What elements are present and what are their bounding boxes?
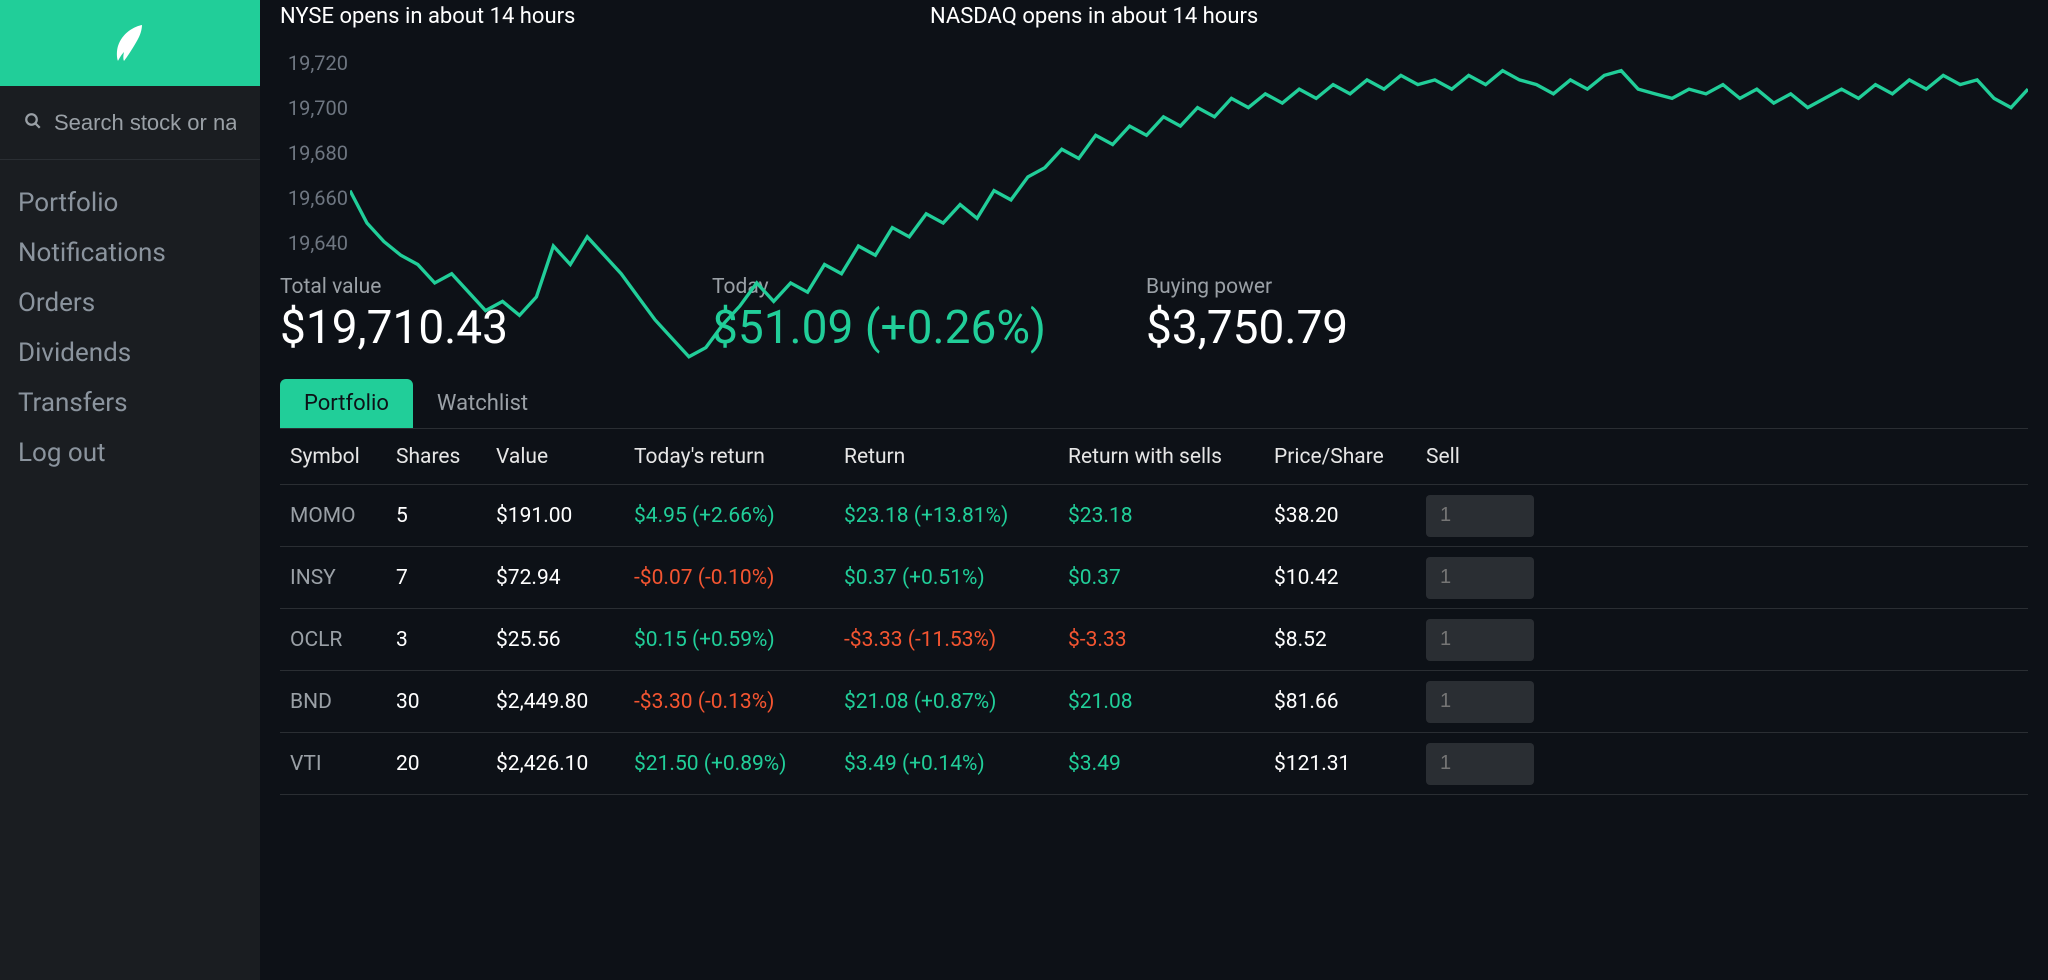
ytick: 19,680 xyxy=(280,141,348,165)
cell-sell xyxy=(1426,557,1546,599)
cell-today-return: -$0.07 (-0.10%) xyxy=(634,566,844,590)
th-return-with-sells[interactable]: Return with sells xyxy=(1068,445,1274,469)
cell-return-with-sells: $21.08 xyxy=(1068,690,1274,714)
cell-sell xyxy=(1426,619,1546,661)
portfolio-chart: 19,720 19,700 19,680 19,660 19,640 xyxy=(280,43,2028,263)
table-header: Symbol Shares Value Today's return Retur… xyxy=(280,429,2028,485)
ytick: 19,660 xyxy=(280,186,348,210)
search-input[interactable] xyxy=(54,110,236,136)
nav-item-portfolio[interactable]: Portfolio xyxy=(0,178,260,228)
table-row[interactable]: OCLR3$25.56$0.15 (+0.59%)-$3.33 (-11.53%… xyxy=(280,609,2028,671)
th-shares[interactable]: Shares xyxy=(396,445,496,469)
cell-sell xyxy=(1426,743,1546,785)
cell-shares: 3 xyxy=(396,628,496,652)
chart-line-svg xyxy=(350,43,2028,412)
cell-price-share: $81.66 xyxy=(1274,690,1426,714)
cell-today-return: $4.95 (+2.66%) xyxy=(634,504,844,528)
cell-return: $21.08 (+0.87%) xyxy=(844,690,1068,714)
cell-return-with-sells: $-3.33 xyxy=(1068,628,1274,652)
cell-symbol[interactable]: MOMO xyxy=(290,504,396,528)
cell-return: $0.37 (+0.51%) xyxy=(844,566,1068,590)
cell-symbol[interactable]: INSY xyxy=(290,566,396,590)
cell-today-return: $0.15 (+0.59%) xyxy=(634,628,844,652)
cell-sell xyxy=(1426,681,1546,723)
cell-return-with-sells: $3.49 xyxy=(1068,752,1274,776)
cell-value: $2,449.80 xyxy=(496,690,634,714)
sell-quantity-input[interactable] xyxy=(1426,743,1534,785)
cell-symbol[interactable]: VTI xyxy=(290,752,396,776)
cell-return-with-sells: $0.37 xyxy=(1068,566,1274,590)
cell-shares: 5 xyxy=(396,504,496,528)
cell-shares: 20 xyxy=(396,752,496,776)
cell-value: $25.56 xyxy=(496,628,634,652)
nasdaq-status: NASDAQ opens in about 14 hours xyxy=(930,4,1258,29)
nav: Portfolio Notifications Orders Dividends… xyxy=(0,160,260,496)
cell-price-share: $121.31 xyxy=(1274,752,1426,776)
cell-return-with-sells: $23.18 xyxy=(1068,504,1274,528)
ytick: 19,720 xyxy=(280,51,348,75)
sell-quantity-input[interactable] xyxy=(1426,681,1534,723)
sell-quantity-input[interactable] xyxy=(1426,495,1534,537)
cell-price-share: $38.20 xyxy=(1274,504,1426,528)
search-box[interactable] xyxy=(0,86,260,160)
nav-item-transfers[interactable]: Transfers xyxy=(0,378,260,428)
cell-price-share: $8.52 xyxy=(1274,628,1426,652)
sidebar: Portfolio Notifications Orders Dividends… xyxy=(0,0,260,980)
feather-icon xyxy=(112,21,148,65)
nav-item-orders[interactable]: Orders xyxy=(0,278,260,328)
th-symbol[interactable]: Symbol xyxy=(290,445,396,469)
cell-symbol[interactable]: OCLR xyxy=(290,628,396,652)
search-icon xyxy=(24,112,42,134)
ytick: 19,700 xyxy=(280,96,348,120)
table-row[interactable]: INSY7$72.94-$0.07 (-0.10%)$0.37 (+0.51%)… xyxy=(280,547,2028,609)
cell-sell xyxy=(1426,495,1546,537)
chart-y-axis: 19,720 19,700 19,680 19,660 19,640 xyxy=(280,43,348,263)
cell-return: $23.18 (+13.81%) xyxy=(844,504,1068,528)
market-status: NYSE opens in about 14 hours NASDAQ open… xyxy=(280,0,2028,43)
cell-return: -$3.33 (-11.53%) xyxy=(844,628,1068,652)
nav-item-notifications[interactable]: Notifications xyxy=(0,228,260,278)
cell-today-return: -$3.30 (-0.13%) xyxy=(634,690,844,714)
cell-value: $191.00 xyxy=(496,504,634,528)
th-today-return[interactable]: Today's return xyxy=(634,445,844,469)
th-return[interactable]: Return xyxy=(844,445,1068,469)
holdings-table: Symbol Shares Value Today's return Retur… xyxy=(280,429,2028,795)
cell-return: $3.49 (+0.14%) xyxy=(844,752,1068,776)
ytick: 19,640 xyxy=(280,231,348,255)
cell-shares: 30 xyxy=(396,690,496,714)
logo-box[interactable] xyxy=(0,0,260,86)
sell-quantity-input[interactable] xyxy=(1426,619,1534,661)
table-row[interactable]: VTI20$2,426.10$21.50 (+0.89%)$3.49 (+0.1… xyxy=(280,733,2028,795)
cell-value: $2,426.10 xyxy=(496,752,634,776)
sell-quantity-input[interactable] xyxy=(1426,557,1534,599)
nav-item-dividends[interactable]: Dividends xyxy=(0,328,260,378)
cell-value: $72.94 xyxy=(496,566,634,590)
nav-item-logout[interactable]: Log out xyxy=(0,428,260,478)
table-row[interactable]: MOMO5$191.00$4.95 (+2.66%)$23.18 (+13.81… xyxy=(280,485,2028,547)
th-sell: Sell xyxy=(1426,445,1546,469)
table-row[interactable]: BND30$2,449.80-$3.30 (-0.13%)$21.08 (+0.… xyxy=(280,671,2028,733)
cell-symbol[interactable]: BND xyxy=(290,690,396,714)
th-value[interactable]: Value xyxy=(496,445,634,469)
cell-today-return: $21.50 (+0.89%) xyxy=(634,752,844,776)
cell-shares: 7 xyxy=(396,566,496,590)
th-price-share[interactable]: Price/Share xyxy=(1274,445,1426,469)
main-content: NYSE opens in about 14 hours NASDAQ open… xyxy=(260,0,2048,980)
nyse-status: NYSE opens in about 14 hours xyxy=(280,4,930,29)
cell-price-share: $10.42 xyxy=(1274,566,1426,590)
